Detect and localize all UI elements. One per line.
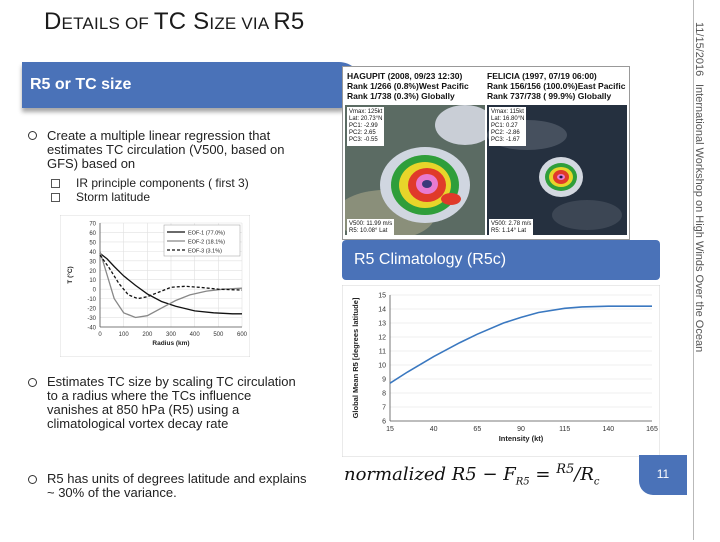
y-tick-label: 10 <box>89 278 96 284</box>
x-tick-label: 40 <box>430 426 438 433</box>
y-tick-label: -40 <box>87 326 96 332</box>
legend-label: EOF-2 (18.1%) <box>188 240 225 246</box>
bullet-text-2: Estimates TC size by scaling TC circulat… <box>47 374 296 431</box>
y-tick-label: 50 <box>89 240 96 246</box>
y-tick-label: 9 <box>382 377 386 384</box>
y-tick-label: -20 <box>87 307 96 313</box>
slide-date: 11/15/2016 <box>693 22 705 77</box>
y-tick-label: 20 <box>89 269 96 275</box>
normalized-r5-equation: normalized R5 − FR5 = R5/Rc <box>344 462 600 488</box>
y-tick-label: 0 <box>93 288 97 294</box>
bullet-icon <box>28 131 37 140</box>
climatology-bar: R5 Climatology (R5c) <box>342 240 660 280</box>
eof-chart: -40 -30 -20 -10 0 10 20 30 40 50 60 70 0 100 200 300 400… <box>60 215 250 357</box>
hagupit-satellite-image <box>345 105 485 235</box>
y-tick-label: 60 <box>89 231 96 237</box>
felicia-header: FELICIA (1997, 07/19 06:00) Rank 156/156 … <box>487 71 626 101</box>
divider-line <box>693 0 694 540</box>
bullet-icon <box>28 475 37 484</box>
section-banner <box>22 62 362 108</box>
subbullet-text-2: Storm latitude <box>76 190 151 204</box>
x-tick-label: 600 <box>237 332 248 338</box>
y-tick-label: 40 <box>89 250 96 256</box>
satellite-comparison-panel: HAGUPIT (2008, 09/23 12:30) Rank 1/266 (0… <box>342 66 630 240</box>
workshop-footer: International Workshop on High Winds Ove… <box>693 84 705 353</box>
y-tick-label: -10 <box>87 297 96 303</box>
hagupit-stats: Vmax: 125kt Lat: 20.73°N PC1: -2.99 PC2: 2.… <box>347 107 385 146</box>
x-tick-label: 165 <box>646 426 658 433</box>
checkbox-icon <box>51 193 60 202</box>
y-tick-label: 15 <box>378 293 386 300</box>
x-axis-label: Radius (km) <box>152 340 189 347</box>
bullet-icon <box>28 378 37 387</box>
x-tick-label: 0 <box>98 332 102 338</box>
hagupit-header: HAGUPIT (2008, 09/23 12:30) Rank 1/266 (0… <box>347 71 469 101</box>
y-axis-label: T (°C) <box>66 266 74 283</box>
x-tick-label: 115 <box>559 426 570 433</box>
x-tick-label: 500 <box>213 332 224 338</box>
x-tick-label: 65 <box>473 426 481 433</box>
y-tick-label: 12 <box>378 335 386 342</box>
y-tick-label: 30 <box>89 259 96 265</box>
series-line-3 <box>99 254 243 300</box>
legend-label: EOF-3 (3.1%) <box>188 249 222 255</box>
y-tick-label: 14 <box>378 307 386 314</box>
y-tick-label: 13 <box>378 321 386 328</box>
y-tick-label: 7 <box>382 405 386 412</box>
y-tick-label: 10 <box>378 363 386 370</box>
slide-title: DETAILS OF TC SIZE VIA R5 <box>44 8 305 35</box>
bullet-text-1: Create a multiple linear regression that… <box>47 128 285 171</box>
hagupit-bottom-stats: V500: 11.99 m/s R5: 10.08° Lat <box>347 219 395 237</box>
section-heading: R5 or TC size <box>30 76 132 93</box>
felicia-bottom-stats: V500: 2.78 m/s R5: 1.14° Lat <box>489 219 534 237</box>
x-tick-label: 300 <box>166 332 177 338</box>
x-tick-label: 100 <box>119 332 130 338</box>
x-tick-label: 400 <box>190 332 201 338</box>
y-tick-label: 11 <box>379 349 386 356</box>
y-tick-label: 70 <box>89 222 96 228</box>
page-number-badge: 11 <box>639 455 687 495</box>
x-tick-label: 90 <box>517 426 525 433</box>
series-line-1 <box>389 305 652 384</box>
y-tick-label: 8 <box>382 391 386 398</box>
x-tick-label: 15 <box>386 426 394 433</box>
legend-label: EOF-1 (77.0%) <box>188 231 225 237</box>
checkbox-icon <box>51 179 60 188</box>
r5-climatology-chart: 6 7 8 9 10 11 12 13 14 15 15 40 65 90 115 140 165 Intensi… <box>342 285 660 457</box>
x-tick-label: 200 <box>142 332 153 338</box>
bullet-text-3: R5 has units of degrees latitude and exp… <box>47 471 307 500</box>
y-axis-label: Global Mean R5 [degrees latitude] <box>351 297 360 418</box>
felicia-stats: Vmax: 115kt Lat: 16.80°N PC1: 0.27 PC2: -2.… <box>489 107 527 146</box>
series-line-2 <box>99 251 243 319</box>
y-tick-label: 6 <box>382 419 386 426</box>
side-footer: 11/15/2016 International Workshop on High… <box>691 22 705 542</box>
subbullet-text-1: IR principle components ( first 3) <box>76 176 249 190</box>
x-tick-label: 140 <box>602 426 614 433</box>
y-tick-label: -30 <box>87 316 96 322</box>
series-line-1 <box>99 252 242 315</box>
x-axis-label: Intensity (kt) <box>499 434 544 443</box>
